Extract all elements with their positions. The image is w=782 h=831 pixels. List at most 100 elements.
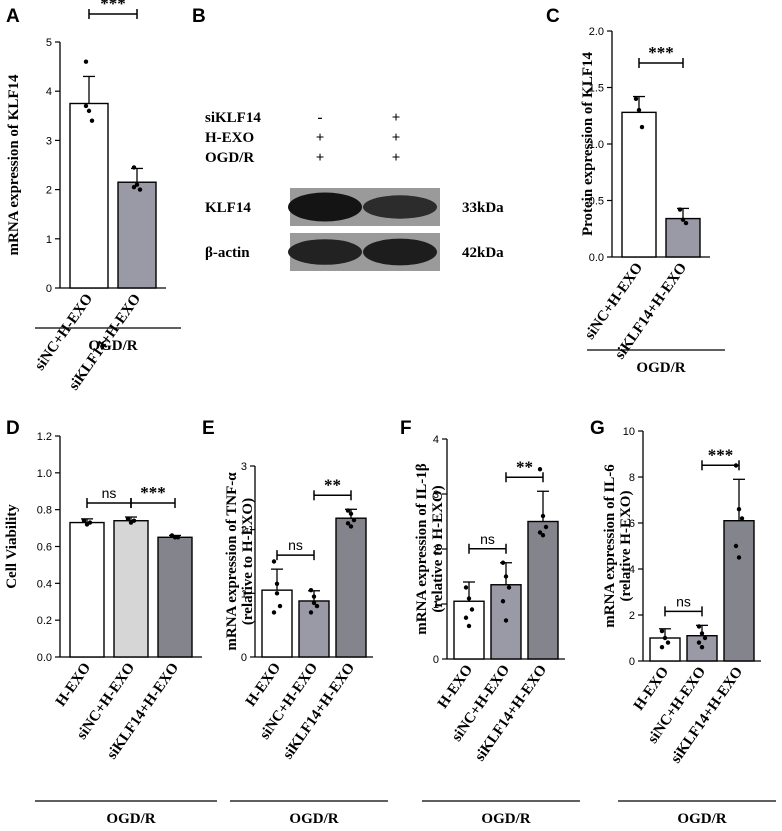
y-tick-label: 1.2 [37, 431, 52, 443]
y-tick-label: 0.8 [37, 505, 52, 517]
data-point [89, 118, 95, 123]
data-point [702, 635, 708, 641]
condition-label: OGD/R [205, 150, 254, 166]
y-tick-label: 0.5 [589, 196, 604, 208]
data-point [131, 165, 137, 170]
blot-band [363, 238, 437, 266]
bar [621, 111, 657, 258]
y-axis-label: mRNA expression of IL-1β [414, 463, 430, 634]
y-tick-label: 0.0 [37, 652, 52, 664]
sig-label: *** [100, 0, 126, 13]
data-point [736, 555, 742, 560]
group-label: OGD/R [481, 811, 530, 827]
y-tick-label: 3 [46, 135, 52, 147]
data-point [274, 581, 280, 586]
lane2-sign: + [392, 110, 401, 126]
panel-label: E [202, 418, 215, 439]
y-tick-label: 4 [433, 434, 439, 446]
data-point [683, 220, 689, 226]
condition-label: siKLF14 [205, 110, 261, 126]
data-point [137, 187, 143, 192]
data-point [134, 182, 140, 187]
y-tick-label: 5 [46, 37, 52, 49]
blot-band [363, 195, 437, 219]
y-tick-label: 1.5 [589, 83, 604, 95]
data-point [537, 467, 543, 472]
data-point [86, 108, 92, 114]
data-point [277, 603, 283, 609]
data-point [311, 600, 317, 606]
data-point [311, 594, 317, 599]
lane1-sign: + [316, 130, 325, 146]
data-point [540, 513, 546, 519]
bar [723, 520, 755, 662]
data-point [348, 524, 354, 529]
sig-label: ns [480, 531, 495, 547]
group-label: OGD/R [677, 811, 726, 827]
bar [298, 600, 330, 658]
y-tick-label: 2 [241, 525, 247, 537]
data-point [175, 535, 181, 540]
y-tick-label: 2 [433, 544, 439, 556]
y-axis-label-sub: (relative to H-EXO) [240, 498, 256, 625]
y-tick-label: 0 [241, 652, 247, 664]
data-point [537, 530, 543, 535]
data-point [659, 628, 665, 634]
band-size: 33kDa [462, 200, 504, 216]
data-point [500, 560, 506, 565]
data-point [274, 591, 280, 596]
data-point [503, 574, 509, 579]
panel-c: C 0.0 0.5 1.0 1.5 2.0 Protein expression of KL… [546, 6, 725, 376]
data-point [308, 610, 314, 615]
data-point [636, 107, 642, 113]
data-point [83, 59, 89, 64]
data-point [348, 511, 354, 516]
data-point [463, 585, 469, 590]
data-point [351, 517, 357, 523]
y-axis-label: mRNA expression of IL-6 [602, 464, 618, 628]
data-point [662, 635, 668, 641]
band-label: KLF14 [205, 200, 251, 216]
bar [261, 589, 293, 658]
y-tick-label: 2 [46, 185, 52, 197]
panel-label: F [400, 418, 412, 439]
condition-label: H-EXO [205, 130, 254, 146]
bar [453, 600, 485, 660]
y-tick-label: 2 [629, 610, 635, 622]
data-point [696, 624, 702, 629]
group-label: OGD/R [88, 338, 137, 354]
panel-f: F 0 1 2 3 4 mRNA expression of IL-1β (relative … [400, 418, 580, 827]
data-point [633, 96, 639, 102]
sig-label: ** [324, 475, 341, 494]
data-point [696, 640, 702, 645]
category-label: H-EXO [53, 660, 94, 709]
data-point [506, 585, 512, 590]
sig-label: ns [288, 537, 303, 553]
y-tick-label: 3 [241, 461, 247, 473]
y-tick-label: 1.0 [589, 139, 604, 151]
y-axis-label: mRNA expression of KLF14 [6, 74, 22, 255]
y-tick-label: 4 [629, 564, 635, 576]
y-tick-label: 1.0 [37, 468, 52, 480]
data-point [131, 184, 137, 190]
panel-label: A [6, 6, 20, 27]
data-point [83, 103, 89, 109]
data-point [345, 521, 351, 526]
y-axis-label-sub: (relative H-EXO) [618, 491, 634, 602]
sig-label: ** [516, 457, 533, 476]
y-tick-label: 4 [46, 86, 52, 98]
panel-label: D [6, 418, 20, 439]
data-point [540, 533, 546, 538]
lane2-sign: + [392, 130, 401, 146]
data-point [345, 508, 351, 513]
bar [117, 181, 157, 289]
data-point [639, 124, 645, 130]
band-size: 42kDa [462, 245, 504, 261]
lane2-sign: + [392, 150, 401, 166]
data-point [699, 631, 705, 636]
blot-band [288, 239, 362, 265]
y-tick-label: 6 [629, 518, 635, 530]
bar [69, 102, 109, 289]
data-point [466, 623, 472, 629]
